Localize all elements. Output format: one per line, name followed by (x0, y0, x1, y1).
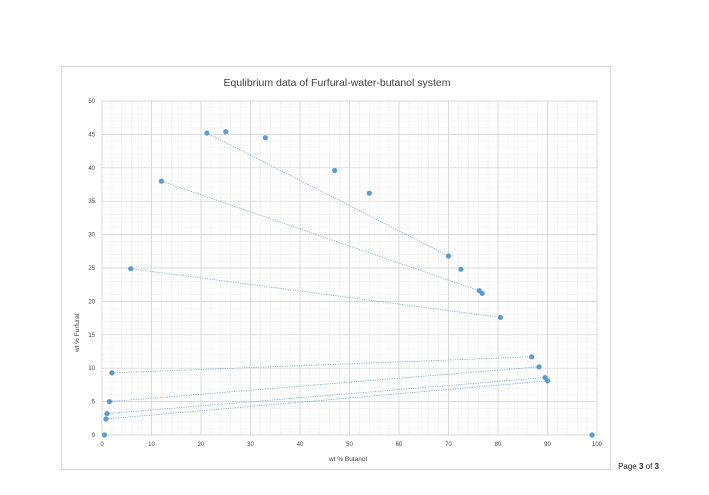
data-point (458, 266, 464, 272)
tie-line (161, 180, 480, 292)
x-axis-label: wt % Butanol (328, 456, 367, 463)
x-tick-label: 30 (247, 442, 254, 448)
y-tick-label: 45 (88, 132, 95, 138)
data-point (223, 129, 229, 135)
x-tick-label: 10 (148, 442, 155, 448)
data-point (544, 378, 551, 384)
tie-line (130, 268, 501, 318)
tie-line (206, 132, 449, 257)
y-tick-label: 30 (88, 233, 95, 239)
data-point (128, 266, 134, 272)
y-tick-label: 0 (92, 433, 96, 439)
page-current: 3 (638, 462, 644, 471)
y-tick-label: 25 (88, 266, 95, 272)
data-points (101, 129, 595, 438)
data-point (479, 290, 485, 296)
y-tick-label: 40 (88, 166, 95, 172)
data-point (497, 314, 504, 321)
y-tick-label: 50 (88, 99, 95, 105)
page-footer: Page 3 of 3 (618, 462, 659, 471)
x-tick-label: 70 (445, 442, 452, 448)
x-tick-label: 50 (346, 442, 353, 448)
y-tick-label: 20 (88, 299, 95, 305)
y-tick-label: 10 (88, 366, 95, 372)
x-tick-label: 80 (495, 442, 502, 448)
data-point (109, 370, 115, 376)
x-tick-label: 60 (396, 442, 403, 448)
tick-labels: 0 10 20 30 40 50 60 70 80 90 100 0 5 10 15 20 25 30 35 40 45… (88, 99, 602, 448)
x-tick-label: 20 (198, 442, 205, 448)
page-prefix: Page (618, 462, 639, 471)
tie-line (105, 380, 548, 420)
data-point (366, 190, 372, 196)
data-point (262, 135, 268, 141)
data-point (204, 130, 210, 136)
data-point (104, 411, 110, 417)
tie-line (109, 366, 540, 402)
page-total: 3 (654, 462, 659, 471)
chart-title: Equlibrium data of Furfural-water-butano… (223, 77, 450, 89)
data-point (103, 416, 109, 422)
data-point (536, 364, 542, 370)
data-point (106, 399, 113, 405)
gridlines (101, 100, 598, 436)
x-tick-label: 90 (544, 442, 551, 448)
scatter-chart: Equlibrium data of Furfural-water-butano… (74, 77, 603, 463)
data-point (158, 178, 164, 184)
data-point (529, 354, 535, 360)
x-tick-label: 40 (297, 442, 304, 448)
y-axis-label: wt % Furfural (74, 313, 81, 353)
tie-line (111, 356, 532, 374)
x-tick-label: 0 (100, 442, 104, 448)
data-point (101, 432, 108, 438)
x-tick-label: 100 (592, 442, 603, 448)
chart-frame: Equlibrium data of Furfural-water-butano… (61, 66, 611, 470)
page-of: of (643, 462, 655, 471)
tie-lines (105, 132, 548, 420)
data-point (445, 253, 452, 259)
data-point (589, 432, 595, 438)
y-tick-label: 15 (88, 333, 95, 339)
y-tick-label: 35 (88, 199, 95, 205)
data-point (332, 167, 338, 174)
y-tick-label: 5 (92, 400, 96, 406)
